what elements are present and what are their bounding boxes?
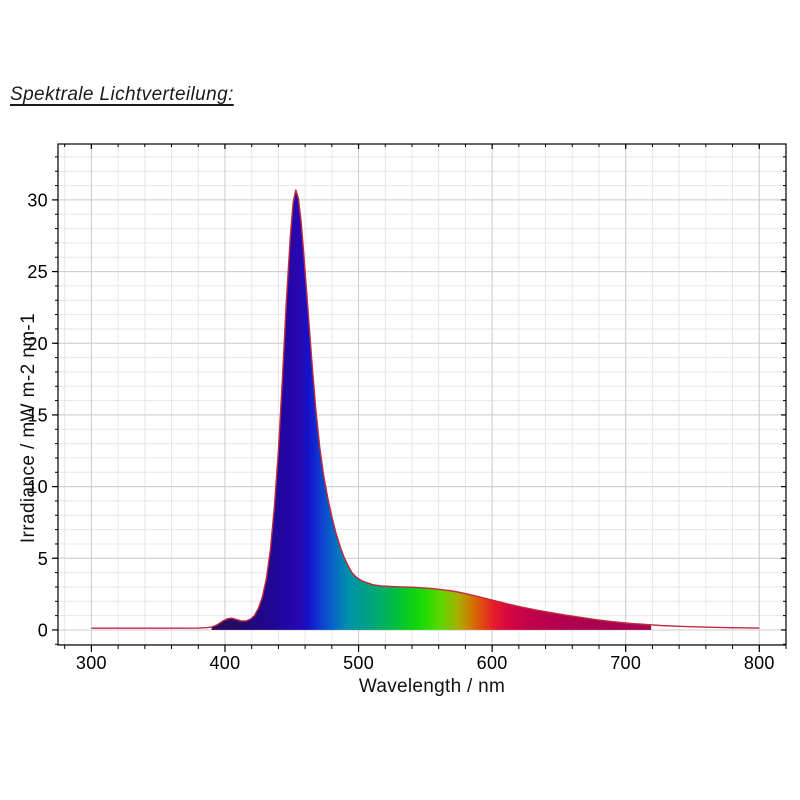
tick-labels: 300 400 500 600 700 800 0 5 10 15 20 25 30: [27, 190, 774, 673]
y-tick-label: 20: [27, 334, 48, 354]
spectrum-area: [211, 189, 652, 630]
y-tick-label: 5: [38, 549, 48, 569]
y-tick-label: 10: [27, 477, 48, 497]
plot-frame: [57, 143, 787, 646]
y-tick-label: 0: [38, 620, 48, 640]
axis-ticks: [52, 144, 787, 652]
x-tick-label: 600: [477, 653, 508, 673]
x-axis-label: Wavelength / nm: [358, 676, 506, 697]
x-tick-label: 700: [610, 653, 641, 673]
x-tick-label: 300: [76, 653, 107, 673]
y-tick-label: 30: [27, 190, 48, 210]
grid: [58, 144, 787, 645]
y-tick-label: 25: [27, 262, 48, 282]
page-title: Spektrale Lichtverteilung:: [10, 84, 234, 105]
spectrum-curve: [91, 189, 760, 629]
x-tick-label: 400: [210, 653, 241, 673]
x-tick-label: 800: [744, 653, 775, 673]
y-tick-label: 15: [27, 405, 48, 425]
y-axis-label: Irradiance / mW m-2 nm-1: [18, 312, 39, 544]
x-tick-label: 500: [343, 653, 374, 673]
